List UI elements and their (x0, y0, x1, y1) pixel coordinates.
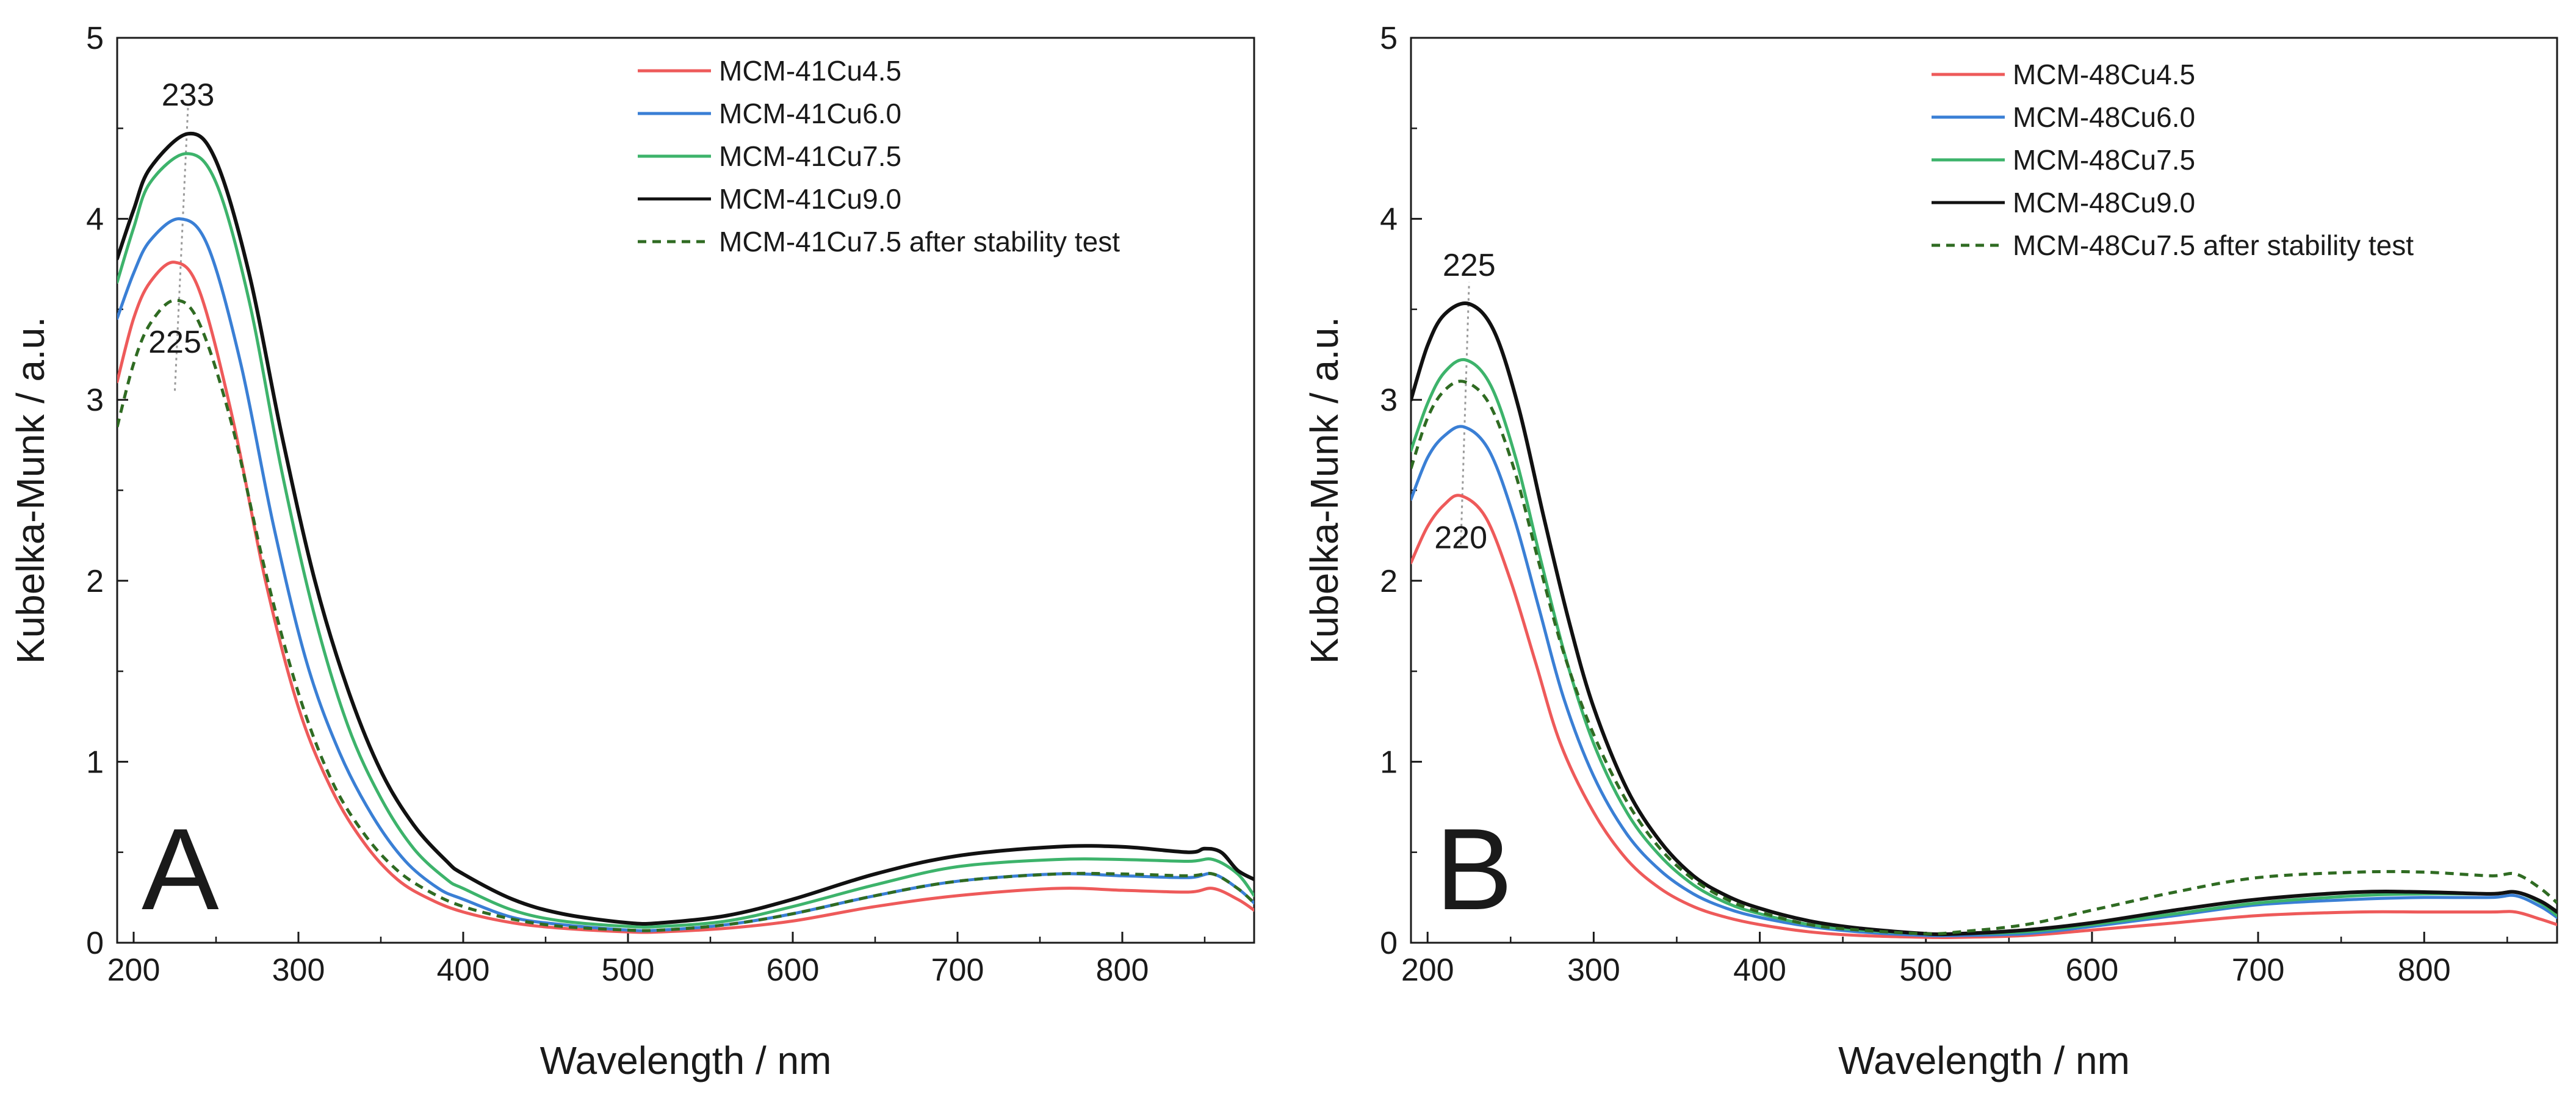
panel-a-x-tick-label: 600 (767, 953, 820, 988)
panel-b-x-tick-label: 400 (1733, 953, 1786, 988)
panel-a-y-tick-label: 4 (86, 202, 104, 237)
panel-a-peak-annotation: 225 (148, 325, 201, 360)
panel-a-y-tick-label: 3 (86, 383, 104, 418)
panel-b-plot-frame (1410, 37, 2558, 944)
panel-b-x-tick-label: 500 (1899, 953, 1952, 988)
panel-a-x-tick-label: 400 (437, 953, 490, 988)
panel-a-y-tick-label: 5 (86, 21, 104, 56)
panel-b-legend-label: MCM-48Cu7.5 after stability test (2013, 229, 2414, 261)
panel-a-peak-guide-line (174, 106, 189, 391)
panel-a-x-tick-label: 200 (107, 953, 161, 988)
panel-b-series-line-3 (1411, 301, 2557, 937)
panel-a-chart: 200 300 400 500 600 700 800 0 1 2 3 4 5 Wavelength / … (9, 21, 1255, 1082)
panel-b-series-line-1 (1411, 425, 2557, 938)
panel-a-peak-annotation: 233 (162, 77, 215, 113)
panel-b-x-tick-label: 300 (1567, 953, 1620, 988)
panel-b-x-tick-label: 200 (1401, 953, 1454, 988)
panel-a-x-axis-title: Wavelength / nm (540, 1039, 832, 1082)
panel-b-series-line-0 (1411, 494, 2557, 939)
panel-b-legend-label: MCM-48Cu9.0 (2013, 187, 2195, 218)
panel-a-series-line-3 (117, 131, 1254, 926)
panel-a-y-tick-label: 0 (86, 926, 104, 961)
panel-b-y-tick-label: 3 (1380, 383, 1398, 418)
panel-b-x-axis-title: Wavelength / nm (1838, 1039, 2130, 1082)
panel-a-legend: MCM-41Cu4.5 MCM-41Cu6.0 MCM-41Cu7.5 MCM-41C… (638, 55, 1120, 257)
panel-a-plot-frame (116, 37, 1255, 944)
panel-b-y-tick-label: 5 (1380, 21, 1398, 56)
panel-b-series-line-2 (1411, 358, 2557, 936)
panel-a-series-line-2 (117, 152, 1254, 929)
panel-a-x-tick-label: 700 (931, 953, 984, 988)
panel-b-y-tick-label: 0 (1380, 926, 1398, 961)
panel-a-y-axis-title: Kubelka-Munk / a.u. (9, 317, 52, 664)
panel-a-legend-label: MCM-41Cu9.0 (719, 183, 901, 215)
panel-a-series-line-1 (117, 217, 1254, 932)
panel-b-series-group (1411, 301, 2557, 939)
panel-a-series-line-4 (117, 298, 1254, 932)
panel-b-legend-label: MCM-48Cu4.5 (2013, 59, 2195, 90)
panel-b-legend-label: MCM-48Cu6.0 (2013, 101, 2195, 133)
panel-a-series-group (117, 131, 1254, 934)
panel-a-legend-label: MCM-41Cu7.5 after stability test (719, 226, 1120, 257)
panel-b-x-tick-label: 600 (2066, 953, 2119, 988)
panel-b-y-tick-label: 2 (1380, 564, 1398, 599)
panel-b-peak-annotation: 220 (1434, 520, 1487, 555)
panel-a-y-tick-label: 2 (86, 564, 104, 599)
panel-b-legend: MCM-48Cu4.5 MCM-48Cu6.0 MCM-48Cu7.5 MCM-48C… (1932, 59, 2414, 261)
panel-b-y-tick-label: 4 (1380, 202, 1398, 237)
panel-b-peak-guide-line (1460, 282, 1470, 545)
panel-a-y-tick-label: 1 (86, 744, 104, 780)
panel-b-peak-annotation: 225 (1443, 248, 1496, 283)
panel-b-series-line-4 (1411, 380, 2557, 935)
panel-b-y-axis-title: Kubelka-Munk / a.u. (1302, 317, 1346, 664)
panel-b-y-tick-label: 1 (1380, 744, 1398, 780)
panel-a-x-tick-label: 300 (272, 953, 325, 988)
panel-a-legend-label: MCM-41Cu6.0 (719, 98, 901, 129)
panel-b-panel-letter: B (1435, 805, 1513, 934)
panel-a-x-tick-label: 800 (1096, 953, 1149, 988)
panel-b-x-tick-label: 700 (2232, 953, 2285, 988)
panel-b-legend-label: MCM-48Cu7.5 (2013, 144, 2195, 176)
panel-b-chart: 200 300 400 500 600 700 800 0 1 2 3 4 5 Wavelength / … (1302, 21, 2558, 1082)
panel-a-legend-label: MCM-41Cu4.5 (719, 55, 901, 87)
panel-b-x-tick-label: 800 (2398, 953, 2451, 988)
panel-a-x-tick-label: 500 (602, 953, 655, 988)
panel-a-legend-label: MCM-41Cu7.5 (719, 140, 901, 172)
panel-a-series-line-0 (117, 261, 1254, 934)
panel-a-panel-letter: A (142, 805, 219, 934)
